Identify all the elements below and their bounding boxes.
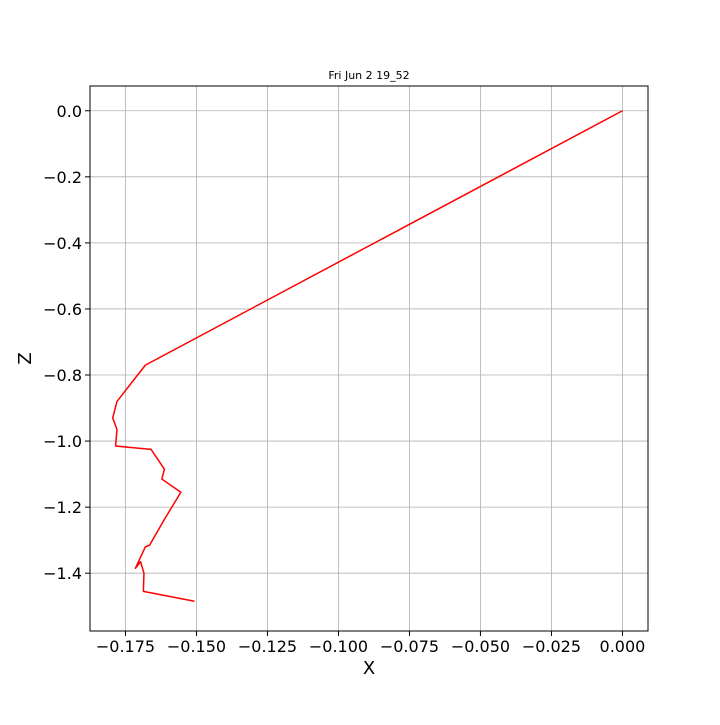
y-tick-label: −0.6 (43, 300, 82, 319)
series-layer (111, 110, 623, 603)
y-tick-label: −0.8 (43, 366, 82, 385)
y-tick-label: −0.2 (43, 168, 82, 187)
x-tick-label: −0.150 (167, 637, 226, 656)
axes-frame (89, 85, 649, 632)
x-tick-label: −0.175 (96, 637, 155, 656)
x-axis-label: X (363, 658, 375, 679)
y-tick-label: −1.2 (43, 498, 82, 517)
x-tick-label: −0.075 (380, 637, 439, 656)
y-axis-label: Z (15, 352, 36, 364)
y-tick-label: −1.4 (43, 564, 82, 583)
series-line (111, 110, 623, 603)
y-tick-label: −1.0 (43, 432, 82, 451)
y-tick-label: 0.0 (57, 102, 82, 121)
tick-layer: −0.175 −0.150 −0.125 −0.100 −0.075 −0.050 −0.0… (43, 102, 645, 656)
x-tick-label: −0.050 (451, 637, 510, 656)
y-tick-label: −0.4 (43, 234, 82, 253)
x-tick-label: −0.125 (238, 637, 297, 656)
grid-layer (90, 86, 648, 631)
x-tick-label: 0.000 (600, 637, 646, 656)
x-tick-label: −0.025 (522, 637, 581, 656)
chart-title: Fri Jun 2 19_52 (328, 69, 409, 82)
x-tick-label: −0.100 (309, 637, 368, 656)
